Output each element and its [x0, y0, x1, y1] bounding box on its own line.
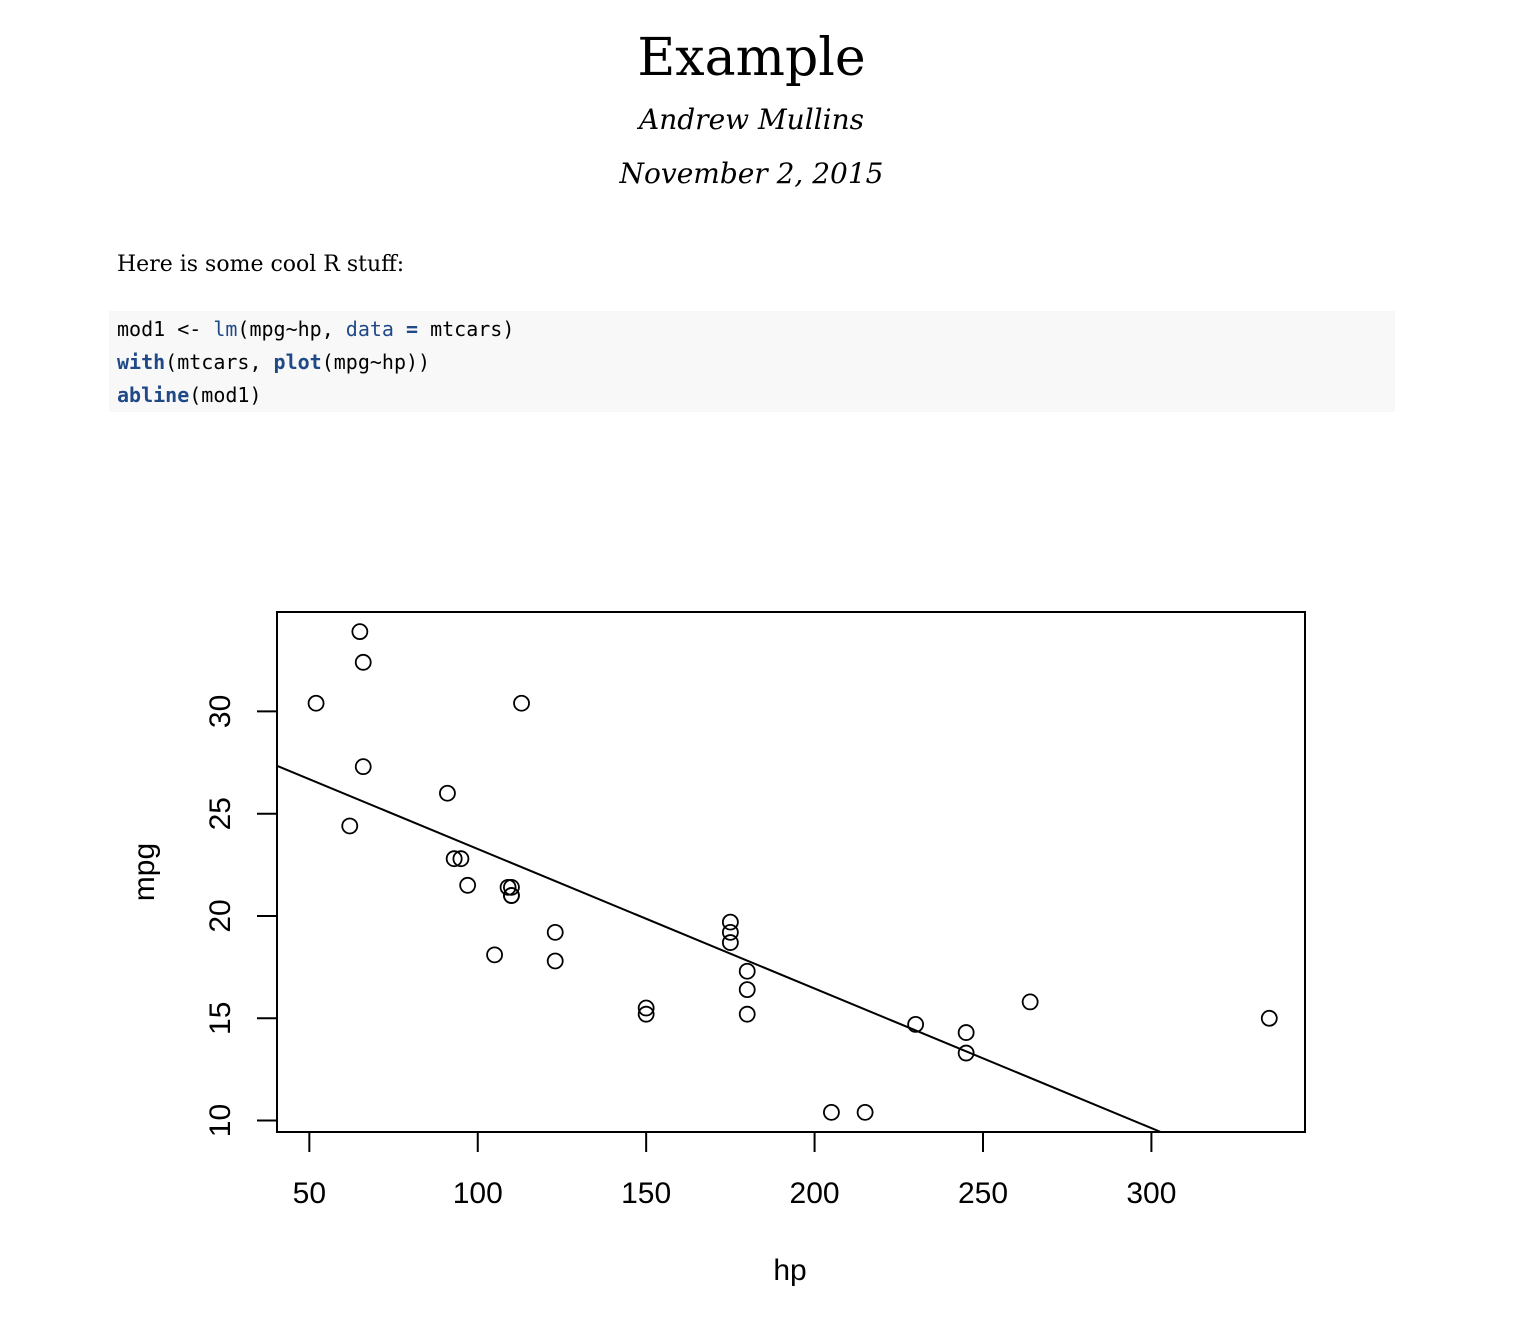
- code-block: mod1 <- lm(mpg~hp, data = mtcars) with(m…: [109, 311, 1395, 412]
- data-point: [823, 1103, 840, 1121]
- data-point: [513, 694, 530, 712]
- data-point: [957, 1044, 975, 1062]
- data-point: [307, 694, 325, 712]
- data-point: [546, 923, 564, 941]
- data-point: [738, 981, 756, 999]
- x-tick-label: 200: [790, 1177, 840, 1210]
- code-token: (mod1): [189, 383, 262, 407]
- data-point: [354, 758, 372, 776]
- data-point: [354, 653, 372, 671]
- x-tick-label: 150: [621, 1177, 671, 1210]
- y-tick-label: 30: [204, 695, 237, 728]
- data-point: [452, 850, 470, 868]
- code-token: lm: [213, 317, 238, 341]
- x-tick-label: 50: [293, 1177, 326, 1210]
- data-point: [957, 1024, 975, 1041]
- data-point: [721, 923, 739, 941]
- y-tick-label: 20: [204, 899, 237, 932]
- data-point: [637, 1005, 655, 1023]
- document-author: Andrew Mullins: [639, 103, 864, 136]
- code-token: (mpg~hp)): [321, 350, 431, 374]
- data-point: [445, 850, 463, 868]
- data-point: [907, 1015, 925, 1033]
- y-axis-label: mpg: [128, 843, 161, 901]
- code-line-3: abline(mod1): [117, 383, 262, 407]
- data-point: [503, 887, 520, 904]
- data-point: [721, 913, 739, 931]
- data-point: [546, 952, 564, 970]
- code-line-2: with(mtcars, plot(mpg~hp)): [117, 350, 430, 374]
- data-point: [1021, 993, 1039, 1011]
- data-point: [738, 1005, 756, 1023]
- code-token: data: [345, 317, 394, 341]
- data-point: [499, 878, 517, 896]
- x-tick-label: 100: [453, 1177, 503, 1210]
- code-token: (mtcars,: [165, 350, 274, 374]
- y-tick-label: 15: [204, 1002, 237, 1035]
- code-token: abline: [117, 383, 190, 407]
- code-token: (mpg~hp,: [237, 317, 346, 341]
- y-tick-label: 25: [204, 797, 237, 830]
- document-date: November 2, 2015: [619, 157, 884, 190]
- data-point: [439, 784, 456, 802]
- plot-frame: [276, 611, 1306, 1133]
- x-axis-label: hp: [773, 1254, 806, 1287]
- code-token: plot: [273, 350, 322, 374]
- data-point: [341, 817, 359, 835]
- code-token: with: [117, 350, 166, 374]
- data-point: [351, 623, 369, 641]
- code-token: mod1 <-: [117, 317, 214, 341]
- x-tick-label: 250: [958, 1177, 1008, 1210]
- data-point: [721, 934, 739, 951]
- code-token: mtcars): [418, 317, 515, 341]
- data-point: [1260, 1009, 1278, 1027]
- intro-paragraph: Here is some cool R stuff:: [117, 252, 405, 277]
- x-tick-label: 300: [1126, 1177, 1176, 1210]
- y-tick-label: 10: [204, 1104, 237, 1137]
- data-point: [856, 1103, 874, 1121]
- code-token: =: [393, 317, 419, 341]
- data-point: [459, 876, 477, 894]
- document-title: Example: [637, 28, 866, 88]
- data-point: [637, 999, 655, 1017]
- data-point: [738, 962, 756, 980]
- data-point: [486, 946, 503, 964]
- code-line-1: mod1 <- lm(mpg~hp, data = mtcars): [117, 317, 514, 341]
- regression-line: [276, 764, 1162, 1133]
